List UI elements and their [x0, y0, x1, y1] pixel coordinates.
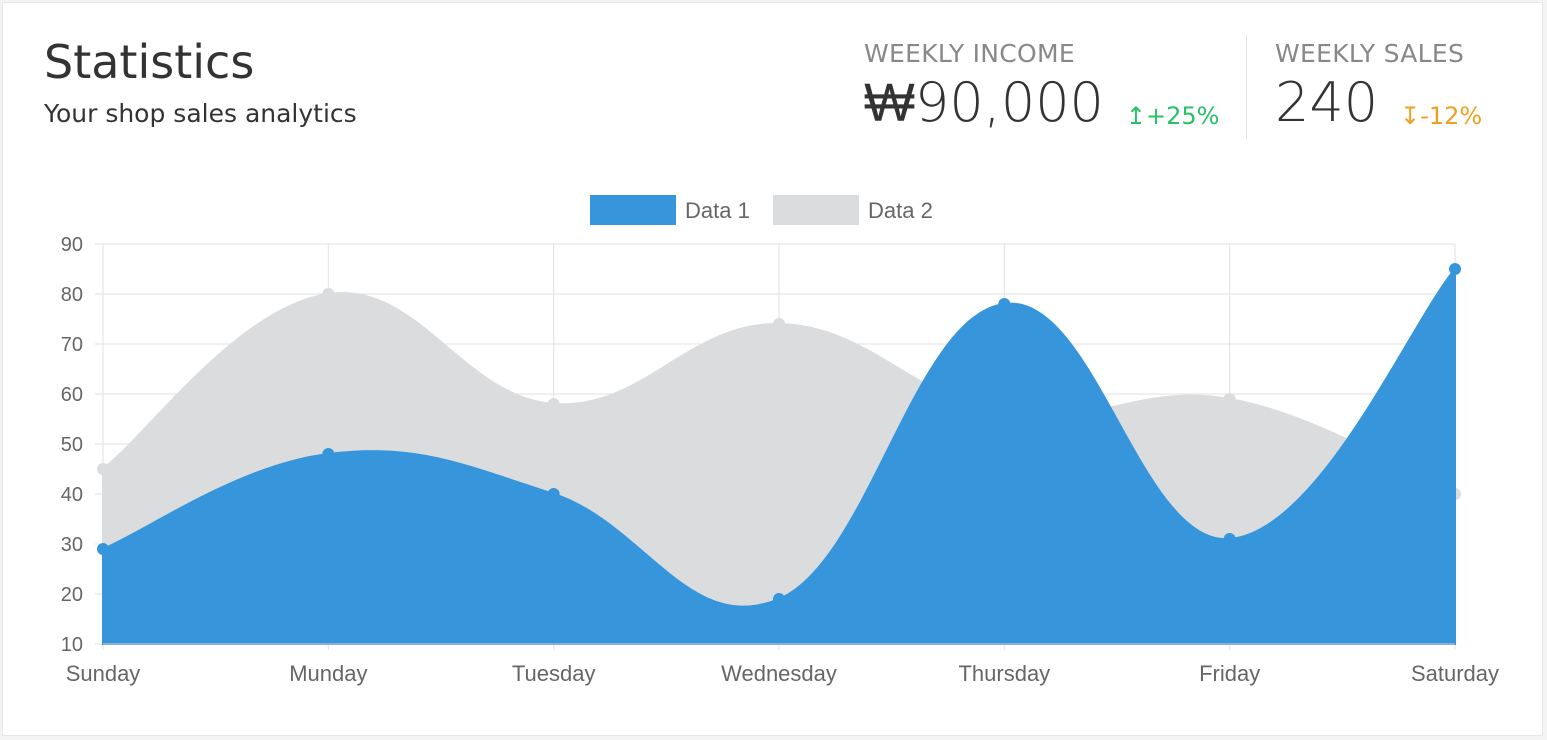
page-subtitle: Your shop sales analytics [44, 99, 357, 128]
y-tick-label: 40 [61, 484, 83, 506]
x-tick-label: Thursday [958, 661, 1050, 686]
y-tick-label: 80 [61, 284, 83, 306]
data-point-data-1 [998, 298, 1011, 310]
weekly-income-value: ₩90,000 [864, 71, 1104, 134]
data-point-data-2 [322, 288, 335, 300]
data-point-data-1 [1223, 533, 1236, 545]
y-tick-label: 10 [61, 634, 83, 656]
data-point-data-2 [1223, 393, 1236, 405]
weekly-sales-value: 240 [1275, 71, 1379, 134]
weekly-income-label: WEEKLY INCOME [864, 39, 1076, 68]
legend-swatch-data-1 [590, 195, 676, 225]
y-tick-label: 90 [61, 234, 83, 256]
weekly-sales-label: WEEKLY SALES [1275, 39, 1465, 68]
arrow-down-icon: ↧ [1400, 102, 1421, 130]
weekly-income-stat: WEEKLY INCOME ₩90,000 ↥+25% [864, 41, 1219, 130]
area-data-1 [102, 266, 1456, 645]
x-tick-label: Munday [289, 661, 367, 686]
x-tick-label: Sunday [66, 661, 141, 686]
x-tick-label: Wednesday [721, 661, 837, 686]
y-tick-label: 30 [61, 534, 83, 556]
weekly-income-change: ↥+25% [1126, 104, 1220, 128]
y-tick-label: 50 [61, 434, 83, 456]
weekly-sales-stat: WEEKLY SALES 240 ↧-12% [1275, 41, 1482, 130]
data-point-data-2 [547, 398, 560, 410]
data-point-data-1 [773, 593, 785, 605]
y-tick-label: 70 [61, 334, 83, 356]
legend-label-data-1: Data 1 [685, 198, 750, 223]
data-point-data-1 [1449, 263, 1461, 275]
y-tick-label: 60 [61, 384, 83, 406]
weekly-income-change-value: +25% [1146, 102, 1220, 130]
arrow-up-icon: ↥ [1125, 102, 1147, 130]
page-title: Statistics [44, 35, 255, 89]
weekly-sales-change: ↧-12% [1400, 104, 1482, 128]
weekly-sales-change-value: -12% [1420, 102, 1483, 130]
data-point-data-2 [773, 318, 785, 330]
x-tick-label: Tuesday [512, 661, 596, 686]
legend-label-data-2: Data 2 [868, 198, 933, 223]
data-point-data-1 [322, 448, 335, 460]
data-point-data-1 [97, 543, 109, 555]
x-tick-label: Friday [1199, 661, 1260, 686]
data-point-data-2 [97, 463, 109, 475]
x-tick-label: Saturday [1411, 661, 1499, 686]
legend-swatch-data-2 [773, 195, 859, 225]
y-tick-label: 20 [61, 584, 83, 606]
stats-divider [1246, 35, 1247, 139]
sales-area-chart: 10 20 30 40 50 60 70 80 90 Sunday Munday Tuesday Wed… [61, 195, 1499, 686]
data-point-data-1 [547, 488, 560, 500]
